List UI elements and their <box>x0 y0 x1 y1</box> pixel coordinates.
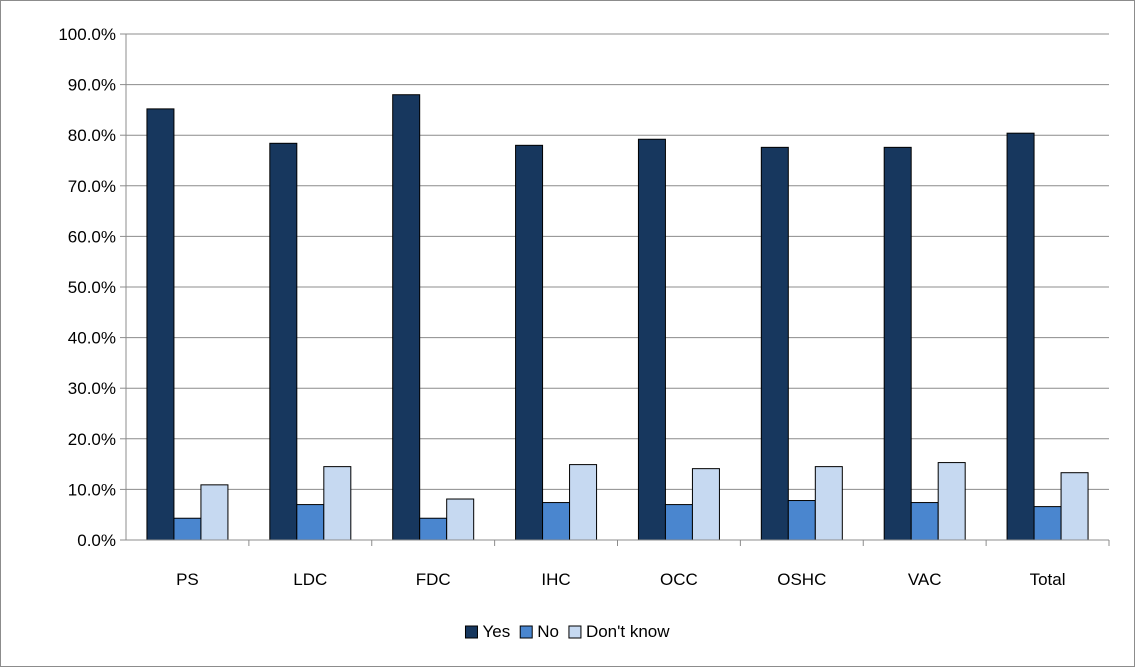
y-tick-label: 0.0% <box>77 531 116 550</box>
bar-yes-fdc <box>392 94 421 541</box>
legend: Yes No Don't know <box>464 622 670 641</box>
legend-swatch <box>519 625 533 639</box>
bar-don-t-know-ihc <box>569 464 598 541</box>
x-tick-label: PS <box>176 570 199 589</box>
bar-yes-occ <box>637 138 666 541</box>
bar-yes-oshc <box>760 146 789 541</box>
x-tick-label: OCC <box>660 570 698 589</box>
x-tick-label: LDC <box>293 570 327 589</box>
y-tick-label: 30.0% <box>68 379 116 398</box>
bar-don-t-know-total <box>1060 472 1089 541</box>
y-tick-label: 80.0% <box>68 126 116 145</box>
y-tick-label: 60.0% <box>68 227 116 246</box>
x-tick-label: IHC <box>541 570 570 589</box>
bar-don-t-know-fdc <box>446 498 475 541</box>
y-tick-label: 90.0% <box>68 76 116 95</box>
y-tick-label: 20.0% <box>68 430 116 449</box>
legend-label: Yes <box>482 622 510 641</box>
y-tick-labels: 0.0% 10.0% 20.0% 30.0% 40.0% 50.0% 60.0% 70.0% 8… <box>58 25 116 550</box>
bar-don-t-know-ps <box>200 484 229 541</box>
x-tick-label: VAC <box>908 570 942 589</box>
bar-no-ldc <box>296 504 325 541</box>
x-tick-label: Total <box>1030 570 1066 589</box>
y-tick-label: 70.0% <box>68 177 116 196</box>
bar-don-t-know-oshc <box>814 466 843 541</box>
bar-no-oshc <box>787 500 816 541</box>
y-tick-label: 10.0% <box>68 480 116 499</box>
bar-yes-ps <box>146 108 175 541</box>
legend-item-no: No <box>519 622 559 641</box>
bar-no-vac <box>910 502 939 541</box>
bar-don-t-know-occ <box>691 468 720 541</box>
bar-yes-ihc <box>515 144 544 541</box>
y-tick-label: 40.0% <box>68 329 116 348</box>
axes <box>120 33 1110 546</box>
bar-yes-vac <box>883 146 912 541</box>
y-tick-label: 50.0% <box>68 278 116 297</box>
legend-swatch <box>464 625 478 639</box>
bar-yes-ldc <box>269 142 298 541</box>
bar-no-total <box>1033 506 1062 541</box>
bar-yes-total <box>1006 132 1035 541</box>
x-tick-label: FDC <box>416 570 451 589</box>
bar-no-occ <box>664 504 693 541</box>
x-tick-label: OSHC <box>777 570 826 589</box>
legend-item-don-t-know: Don't know <box>568 622 670 641</box>
legend-swatch <box>568 625 582 639</box>
bar-no-ps <box>173 517 202 541</box>
bar-don-t-know-ldc <box>323 466 352 541</box>
x-tick-labels: PS LDC FDC IHC OCC OSHC VAC Total <box>176 570 1065 589</box>
bar-no-fdc <box>419 517 448 541</box>
bar-don-t-know-vac <box>937 462 966 541</box>
legend-label: Don't know <box>586 622 670 641</box>
bars <box>146 94 1089 541</box>
legend-label: No <box>537 622 559 641</box>
bar-no-ihc <box>542 502 571 541</box>
y-tick-label: 100.0% <box>58 25 116 44</box>
legend-item-yes: Yes <box>464 622 510 641</box>
